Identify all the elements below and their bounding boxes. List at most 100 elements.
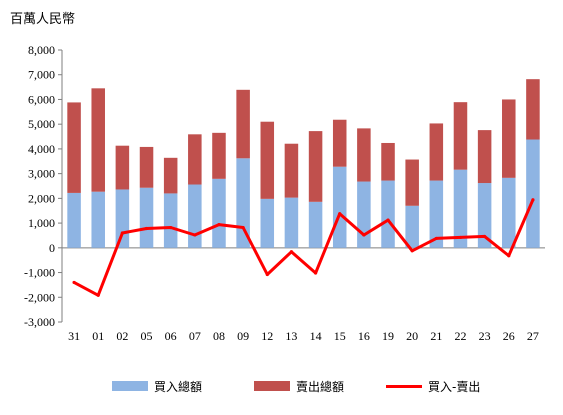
line-net-point [72, 280, 76, 285]
line-net-point [483, 234, 487, 239]
line-net-point [193, 233, 197, 237]
bar-buy [477, 183, 492, 248]
line-net-point [386, 218, 390, 222]
x-tick-label: 27 [527, 329, 539, 343]
line-net-point [531, 198, 535, 202]
line-net-point [338, 212, 342, 216]
bar-sell [453, 102, 468, 170]
line-net-point [217, 222, 221, 227]
x-tick-label: 13 [285, 329, 297, 343]
line-net-point [507, 254, 511, 258]
bar-sell [502, 99, 516, 178]
line-net-point [169, 225, 173, 230]
bar-buy [502, 177, 516, 248]
bar-sell [526, 79, 540, 140]
bar-buy [308, 201, 323, 248]
y-tick-label: -2,000 [24, 290, 55, 304]
y-tick-label: 7,000 [28, 68, 55, 82]
y-tick-label: 8,000 [28, 43, 55, 57]
x-tick-label: 08 [213, 329, 225, 343]
x-tick-label: 15 [334, 329, 346, 343]
line-net-point [96, 293, 100, 297]
y-tick-label: 6,000 [28, 92, 55, 106]
y-unit-label: 百萬人民幣 [10, 12, 76, 27]
x-tick-label: 01 [92, 329, 104, 343]
bar-buy [212, 178, 226, 248]
x-tick-label: 23 [479, 329, 491, 343]
bar-buy [526, 139, 540, 248]
legend-label-net: 買入-賣出 [428, 379, 481, 394]
bar-buy [453, 169, 468, 248]
bar-sell [405, 159, 419, 206]
x-tick-label: 21 [430, 329, 442, 343]
legend-swatch-buy [112, 381, 148, 391]
bar-sell [429, 123, 444, 181]
bar-buy [67, 192, 81, 248]
x-tick-label: 09 [237, 329, 249, 343]
legend-item-net: 買入-賣出 [386, 376, 480, 396]
line-net-point [144, 226, 149, 231]
bar-buy [405, 205, 419, 248]
bar-sell [236, 89, 250, 159]
x-tick-label: 14 [310, 329, 322, 343]
bar-buy [284, 197, 299, 248]
y-tick-label: -1,000 [24, 266, 55, 280]
line-net-point [410, 249, 414, 253]
y-tick-label: 3,000 [28, 167, 55, 181]
x-tick-label: 05 [141, 329, 153, 343]
x-tick-label: 02 [116, 329, 128, 343]
bar-buy [163, 193, 178, 248]
bar-sell [67, 102, 81, 193]
y-tick-label: 0 [49, 241, 55, 255]
legend-item-sell: 賣出總額 [254, 376, 344, 396]
bar-buy [381, 180, 395, 248]
bar-buy [139, 187, 154, 248]
x-tick-label: 12 [261, 329, 273, 343]
bar-sell [115, 145, 130, 190]
x-tick-label: 20 [406, 329, 418, 343]
legend-line-net [386, 384, 422, 388]
legend: 買入總額 賣出總額 買入-賣出 [0, 376, 563, 396]
line-net-point [241, 225, 245, 230]
line-net-point [313, 271, 318, 275]
bar-sell [212, 132, 226, 179]
x-tick-label: 07 [189, 329, 201, 343]
x-tick-label: 22 [454, 329, 466, 343]
line-net-point [265, 272, 269, 277]
bar-buy [332, 166, 347, 248]
bar-buy [357, 181, 371, 248]
bar-sell [139, 146, 154, 188]
bar-buy [236, 158, 250, 248]
legend-label-sell: 賣出總額 [296, 379, 345, 394]
bar-buy [188, 184, 202, 248]
y-tick-label: 1,000 [28, 216, 55, 230]
line-net-point [458, 235, 463, 240]
bar-sell [188, 134, 202, 185]
x-tick-label: 31 [68, 329, 80, 343]
bar-sell [260, 121, 275, 199]
x-tick-label: 06 [165, 329, 177, 343]
line-net-point [289, 250, 294, 254]
legend-swatch-sell [254, 381, 290, 391]
bar-buy [115, 189, 130, 248]
bar-sell [91, 88, 105, 192]
bar-sell [284, 143, 299, 198]
line-net-series [72, 198, 535, 297]
y-tick-label: -3,000 [24, 315, 55, 329]
bar-buy [91, 191, 105, 248]
line-net-point [362, 233, 366, 237]
y-tick-label: 2,000 [28, 191, 55, 205]
bar-sell [163, 157, 178, 194]
bar-sell [332, 119, 347, 167]
bar-buy [429, 180, 444, 248]
line-net-point [120, 231, 124, 235]
bar-sell [357, 128, 371, 182]
legend-label-buy: 買入總額 [154, 379, 203, 394]
bar-sell [308, 131, 323, 202]
bar-sell [381, 142, 395, 181]
x-tick-label: 19 [382, 329, 394, 343]
bar-buy [260, 198, 275, 248]
bar-sell [477, 130, 492, 184]
x-tick-label: 26 [503, 329, 515, 343]
